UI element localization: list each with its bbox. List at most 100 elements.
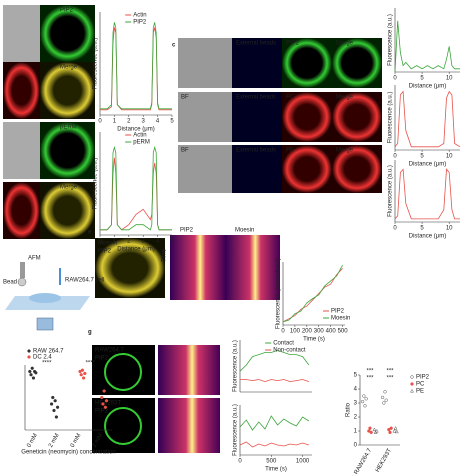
micrograph xyxy=(332,92,382,142)
image-label: Merge xyxy=(336,41,354,47)
series-line xyxy=(100,157,172,231)
y-axis-label: Fluorescence (a.u.) xyxy=(93,158,99,210)
data-point xyxy=(51,395,55,400)
series-line xyxy=(394,20,460,73)
x-axis-label: Distance (μm) xyxy=(117,127,154,133)
micrograph xyxy=(40,182,95,239)
image-label: External beads xyxy=(236,148,276,154)
x-tick-label: 1000 xyxy=(296,459,310,465)
x-tick-label: 500 xyxy=(266,459,277,465)
image-label: Moesin xyxy=(235,228,254,234)
y-axis-label: Fluorescence (normalized) xyxy=(276,258,282,329)
x-tick-label: 300 xyxy=(314,329,325,335)
data-point xyxy=(394,429,399,434)
data-point xyxy=(367,429,371,433)
image-label: Merge xyxy=(60,65,78,71)
x-tick-label: 0 mM xyxy=(70,433,83,449)
x-tick-label: 3 xyxy=(142,239,146,245)
x-tick-label: 2 mM xyxy=(48,433,61,449)
x-tick-label: 200 xyxy=(302,329,313,335)
y-tick-label: 0 xyxy=(354,443,358,449)
x-axis-label: Distance (μm) xyxy=(409,162,446,168)
x-tick-label: 1 xyxy=(113,239,117,245)
chart: Fluorescence (a.u.) Distance (μm) 0 1 2 3 4 5 Ac… xyxy=(93,132,174,253)
image-label: AFM xyxy=(28,256,41,262)
image-label: Moesin xyxy=(98,241,117,247)
micrograph xyxy=(225,235,280,300)
image-label: PIP2 xyxy=(180,228,194,234)
micrograph xyxy=(3,182,40,239)
x-tick-label: 4 xyxy=(156,239,160,245)
x-tick-label: 0 mM xyxy=(26,433,39,449)
legend-label: PC xyxy=(416,382,425,388)
legend-label: PE xyxy=(416,389,424,395)
micrograph xyxy=(282,38,332,88)
micrograph xyxy=(282,145,332,193)
legend-marker xyxy=(410,382,414,386)
data-point xyxy=(382,401,386,405)
micrograph xyxy=(40,122,95,179)
x-tick-label: 400 xyxy=(326,329,337,335)
legend-marker xyxy=(410,375,414,379)
micrograph xyxy=(3,5,40,62)
significance: *** xyxy=(386,369,394,375)
legend-marker xyxy=(410,388,414,393)
micrograph xyxy=(95,238,165,298)
x-tick-label: 100 xyxy=(290,329,301,335)
series-line xyxy=(282,268,343,323)
micrograph xyxy=(178,145,232,193)
x-tick-label: 5 xyxy=(420,226,424,232)
series-line xyxy=(282,264,343,323)
image-label: BF xyxy=(181,95,189,101)
image-label: g xyxy=(88,330,92,336)
micrograph xyxy=(332,145,382,193)
data-point xyxy=(363,404,367,408)
x-tick-label: 0 xyxy=(238,459,242,465)
y-axis-label: Ratio xyxy=(346,402,352,417)
x-tick-label: 10 xyxy=(446,226,453,232)
x-tick-label: 5 xyxy=(420,76,424,82)
image-label: c xyxy=(172,43,176,49)
image-label: PIP2 xyxy=(60,8,74,14)
image-label: Bead xyxy=(3,280,17,286)
y-axis-label: Fluorescence (a.u.) xyxy=(388,92,394,144)
x-tick-label: 0 xyxy=(393,154,397,160)
data-point xyxy=(372,427,377,432)
y-axis-label: Fluorescence (a.u.) xyxy=(233,340,239,392)
data-point xyxy=(368,426,372,430)
x-axis-label: Time (s) xyxy=(265,467,287,473)
micrograph xyxy=(178,92,232,142)
image-label: Merge xyxy=(336,148,354,154)
schematic xyxy=(5,262,90,331)
micrograph xyxy=(232,38,282,88)
x-tick-label: 5 xyxy=(170,239,174,245)
series-line xyxy=(394,168,460,220)
data-point xyxy=(380,395,385,400)
cell xyxy=(104,353,142,391)
data-point xyxy=(393,426,398,430)
micrograph xyxy=(332,38,382,88)
x-tick-label: 1 xyxy=(113,119,117,125)
x-tick-label: 3 xyxy=(142,119,146,125)
image-label: PIP2 xyxy=(95,409,109,415)
data-point xyxy=(103,405,108,409)
x-tick-label: 5 xyxy=(420,154,424,160)
series-line xyxy=(239,441,310,448)
micrograph xyxy=(170,235,225,300)
data-point xyxy=(30,366,34,370)
data-point xyxy=(80,368,85,372)
data-point xyxy=(384,398,388,402)
data-point xyxy=(360,399,365,404)
micrograph xyxy=(3,122,40,179)
data-point xyxy=(392,428,397,433)
y-tick-label: 4 xyxy=(354,387,358,393)
significance: **** xyxy=(42,361,52,367)
x-tick-label: RAW264.7 xyxy=(354,447,374,474)
x-axis-label: Time (s) xyxy=(303,337,325,343)
x-axis-label: Distance (μm) xyxy=(409,234,446,240)
chart: Fluorescence (a.u.) Distance (μm) 0 5 10 xyxy=(388,160,460,240)
micrograph xyxy=(282,92,332,142)
y-tick-label: 2 xyxy=(354,415,358,421)
y-axis-label: Fluorescence (a.u.) xyxy=(233,404,239,456)
x-tick-label: 4 xyxy=(156,119,160,125)
